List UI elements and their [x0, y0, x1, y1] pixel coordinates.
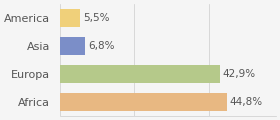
Text: 42,9%: 42,9%	[223, 69, 256, 79]
Bar	[60, 9, 80, 27]
Bar	[60, 65, 220, 83]
Text: 6,8%: 6,8%	[88, 41, 115, 51]
Bar	[60, 93, 227, 111]
Text: 44,8%: 44,8%	[230, 97, 263, 107]
Bar	[60, 37, 85, 55]
Text: 5,5%: 5,5%	[83, 13, 110, 23]
